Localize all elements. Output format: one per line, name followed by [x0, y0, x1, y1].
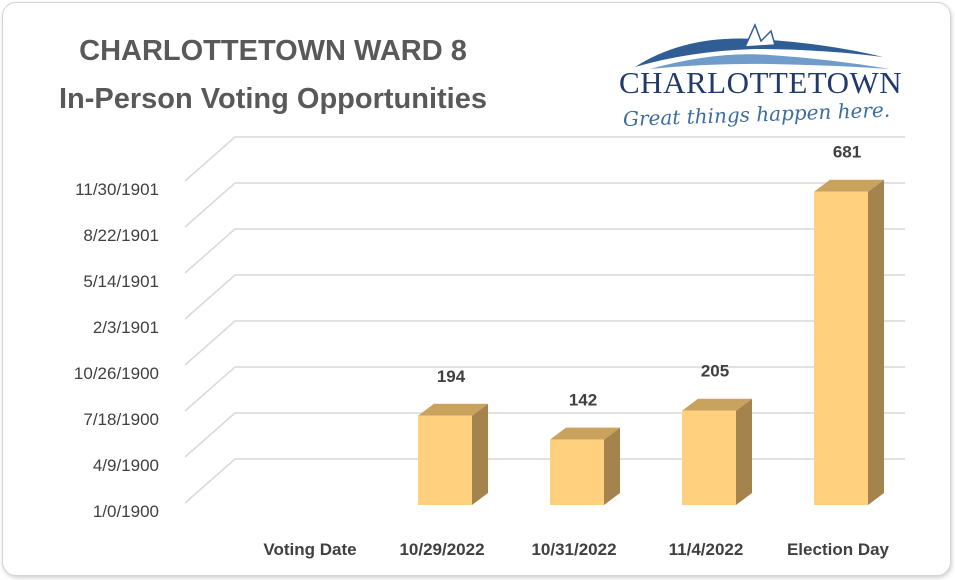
- bar-top: [418, 403, 488, 416]
- gridline-diagonal: [184, 274, 236, 320]
- y-tick-label: 2/3/1901: [93, 318, 159, 337]
- gridline-diagonal: [184, 458, 236, 504]
- bar-top: [550, 427, 620, 440]
- x-tick-label: 11/4/2022: [669, 540, 744, 559]
- x-tick-label: 10/31/2022: [531, 540, 616, 559]
- data-label: 142: [569, 391, 597, 410]
- bar-side: [868, 179, 884, 506]
- y-tick-label: 11/30/1901: [75, 180, 159, 199]
- gridline-diagonal: [184, 228, 236, 274]
- bar-side: [604, 427, 620, 505]
- gridline-diagonal: [184, 320, 236, 366]
- gridline-diagonal: [184, 136, 236, 182]
- bar-side: [472, 403, 488, 505]
- waves-icon: [635, 23, 890, 69]
- gridline-diagonal: [184, 182, 236, 228]
- bar: [814, 191, 868, 506]
- charlottetown-logo: CHARLOTTETOWN Great things happen here.: [605, 17, 905, 147]
- bar: [550, 439, 604, 505]
- data-label: 194: [437, 367, 466, 386]
- x-tick-label: Election Day: [787, 540, 890, 559]
- y-tick-label: 8/22/1901: [83, 226, 159, 245]
- y-tick-label: 1/0/1900: [93, 502, 159, 521]
- chart-title: CHARLOTTETOWN WARD 8: [79, 35, 467, 67]
- bar-chart: 1/0/1900 4/9/1900 7/18/1900 10/26/1900 2/3/1…: [74, 136, 905, 559]
- y-tick-label: 10/26/1900: [74, 364, 159, 383]
- bar: [418, 415, 472, 505]
- logo-name: CHARLOTTETOWN: [619, 65, 903, 100]
- data-label: 681: [833, 143, 861, 162]
- y-tick-label: 7/18/1900: [83, 410, 159, 429]
- x-tick-label: 10/29/2022: [399, 540, 484, 559]
- data-label: 205: [701, 362, 729, 381]
- bar-top: [814, 179, 884, 192]
- bar: [682, 410, 736, 505]
- bar-top: [682, 398, 752, 411]
- gridline-diagonal: [184, 412, 236, 458]
- gridline-diagonal: [184, 366, 236, 412]
- y-tick-label: 5/14/1901: [83, 272, 159, 291]
- chart-subtitle: In-Person Voting Opportunities: [58, 83, 487, 115]
- bar-side: [736, 398, 752, 505]
- y-tick-label: 4/9/1900: [93, 456, 159, 475]
- x-tick-label: Voting Date: [263, 540, 356, 559]
